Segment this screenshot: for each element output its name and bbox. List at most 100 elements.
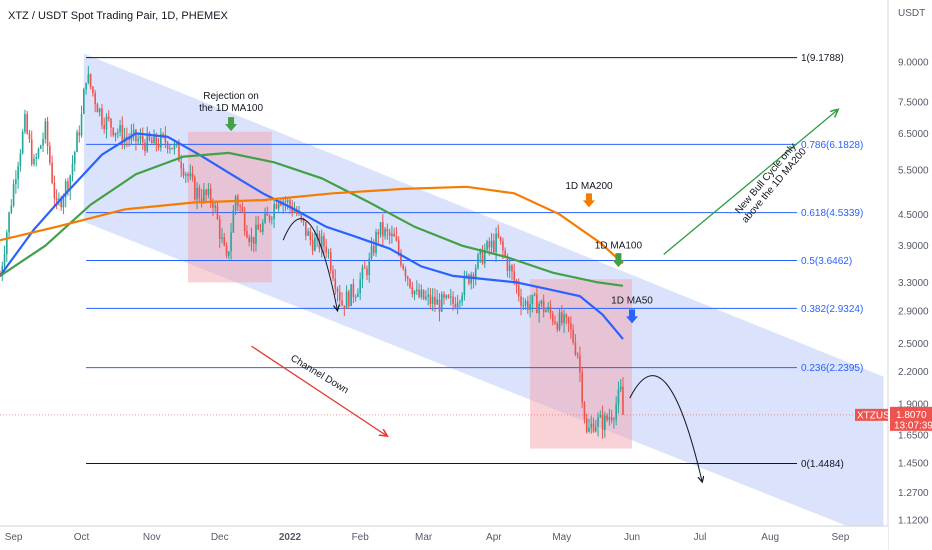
candle-body <box>146 133 149 152</box>
candle-body <box>368 258 371 276</box>
y-tick-label: 2.9000 <box>898 306 929 317</box>
candle-body <box>323 236 325 247</box>
candle-body <box>35 156 38 159</box>
candle-body <box>463 275 466 296</box>
candle-body <box>5 232 8 255</box>
candle-body <box>479 249 482 255</box>
candle-body <box>536 294 538 314</box>
candle-body <box>155 134 158 146</box>
y-tick-label: 7.5000 <box>898 97 929 108</box>
candle-body <box>21 131 24 154</box>
candle-body <box>162 133 164 135</box>
candle-body <box>529 303 531 310</box>
candle-body <box>205 189 207 196</box>
candle-body <box>452 296 454 304</box>
candle-body <box>293 210 296 213</box>
candle-body <box>268 215 271 220</box>
candle-body <box>411 287 414 295</box>
candle-body <box>94 92 96 105</box>
candle-body <box>386 228 389 232</box>
candle-body <box>314 237 316 251</box>
candle-body <box>556 323 559 330</box>
candle-body <box>309 231 312 241</box>
candle-body <box>440 294 443 312</box>
candle-body <box>73 151 76 164</box>
candle-body <box>590 423 593 428</box>
candle-body <box>160 133 162 148</box>
candle-body <box>80 113 83 136</box>
candle-body <box>508 265 511 271</box>
candle-body <box>338 291 341 301</box>
y-tick-label: 3.3000 <box>898 278 929 289</box>
candle-body <box>207 188 210 196</box>
rejection-label-line1: Rejection on <box>203 91 259 102</box>
candle-body <box>332 270 334 279</box>
rejection-arrow <box>225 117 238 132</box>
candle-body <box>538 303 540 314</box>
candle-body <box>363 267 366 269</box>
candle-body <box>583 402 586 419</box>
candle-body <box>352 284 355 298</box>
candle-body <box>431 296 434 304</box>
ma50-arrow <box>626 309 639 324</box>
candle-body <box>189 173 192 177</box>
x-tick-label: Nov <box>143 532 161 543</box>
candle-body <box>243 211 246 232</box>
candle-body <box>83 89 85 114</box>
candle-body <box>382 222 384 237</box>
candle-body <box>76 132 78 152</box>
candle-body <box>85 82 87 90</box>
candle-body <box>366 268 368 276</box>
candle-body <box>148 133 151 140</box>
fib-level-label: 0.5(3.6462) <box>801 256 852 267</box>
candle-body <box>187 174 189 177</box>
candle-body <box>298 212 300 214</box>
candle-body <box>488 241 491 248</box>
ma-line-1d-ma50 <box>0 132 624 340</box>
candle-body <box>497 233 500 237</box>
candle-body <box>350 284 352 307</box>
candle-body <box>96 104 99 113</box>
candle-body <box>459 301 461 303</box>
y-tick-label: 2.5000 <box>898 339 929 350</box>
x-tick-label: Jul <box>694 532 707 543</box>
candle-body <box>110 118 112 128</box>
candle-body <box>150 139 153 144</box>
time-axis-bg <box>0 526 888 550</box>
y-tick-label: 4.5000 <box>898 210 929 221</box>
candle-body <box>58 198 60 201</box>
candle-body <box>271 218 273 220</box>
candle-body <box>12 184 15 206</box>
candle-body <box>502 241 504 251</box>
candle-body <box>8 212 10 233</box>
candle-body <box>470 274 472 284</box>
x-tick-label: Oct <box>74 532 90 543</box>
candle-body <box>320 236 323 249</box>
candle-body <box>255 224 257 244</box>
candle-body <box>216 205 219 219</box>
candle-body <box>221 237 223 239</box>
candle-body <box>454 303 457 308</box>
candle-body <box>239 205 241 207</box>
candle-body <box>194 177 196 200</box>
fib-level-label: 0.618(4.5339) <box>801 208 863 219</box>
x-tick-label: Dec <box>211 532 229 543</box>
candle-body <box>71 163 74 176</box>
candle-body <box>533 294 536 296</box>
candle-body <box>230 232 232 252</box>
candle-body <box>246 231 248 238</box>
candle-body <box>302 218 305 222</box>
y-tick-label: 9.0000 <box>898 57 929 68</box>
candle-body <box>55 198 58 201</box>
candle-body <box>445 295 448 298</box>
fib-level-label: 0.236(2.2395) <box>801 363 863 374</box>
candle-body <box>551 313 554 322</box>
candle-body <box>341 300 343 306</box>
channel-down-label: Channel Down <box>288 353 350 396</box>
candle-body <box>191 173 194 178</box>
candle-body <box>540 300 543 304</box>
candle-body <box>37 148 40 157</box>
candle-body <box>252 236 255 244</box>
candle-body <box>613 419 615 421</box>
